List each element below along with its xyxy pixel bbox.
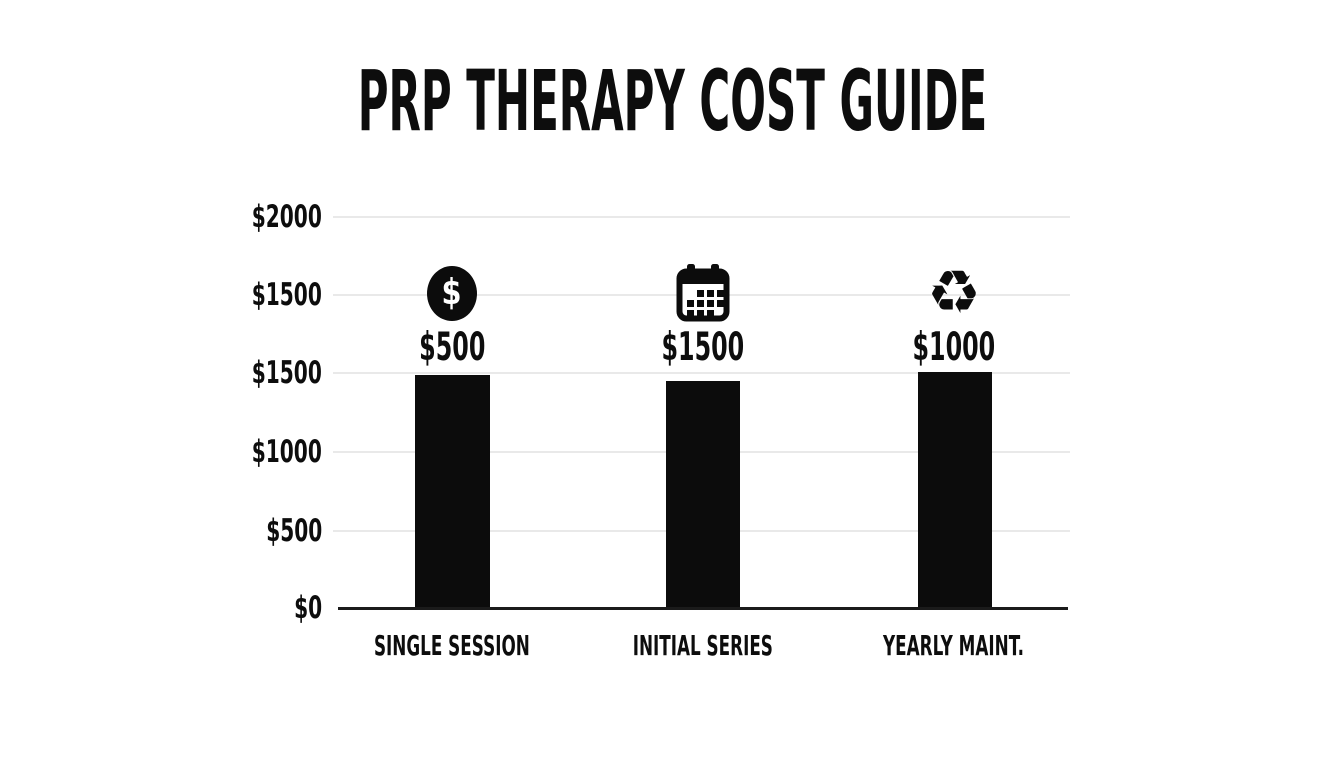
y-axis-tick-label: $1500 <box>251 355 322 391</box>
y-axis-tick-label: $1000 <box>251 434 322 470</box>
y-axis-tick-label: $500 <box>265 513 322 549</box>
y-axis-tick-label: $0 <box>293 590 322 626</box>
gridline <box>333 372 1070 374</box>
gridline <box>333 216 1070 218</box>
recycle-glyph: ♻ <box>927 258 981 328</box>
x-axis-category-label: YEARLY MAINT. <box>883 629 1025 662</box>
recycle-icon: ♻ <box>922 258 986 328</box>
y-axis-tick-label: $1500 <box>251 277 322 313</box>
dollar-coin-icon: $ <box>420 264 484 322</box>
x-axis-category-label: SINGLE SESSION <box>374 629 530 662</box>
y-axis-tick-label: $2000 <box>251 199 322 235</box>
calendar-icon <box>671 264 735 322</box>
bar-yearly-maint <box>918 372 992 608</box>
x-axis-line <box>338 607 1068 610</box>
bar-initial-series <box>666 381 740 608</box>
dollar-glyph: $ <box>441 272 463 313</box>
chart-title: PRP THERAPY COST GUIDE <box>0 52 1344 150</box>
bar-value-label: $500 <box>418 325 486 370</box>
chart-title-text: PRP THERAPY COST GUIDE <box>357 52 987 150</box>
bar-value-label: $1000 <box>912 325 996 370</box>
bar-value-label: $1500 <box>661 325 745 370</box>
x-axis-category-label: INITIAL SERIES <box>632 629 774 662</box>
bar-single-session <box>415 375 490 608</box>
